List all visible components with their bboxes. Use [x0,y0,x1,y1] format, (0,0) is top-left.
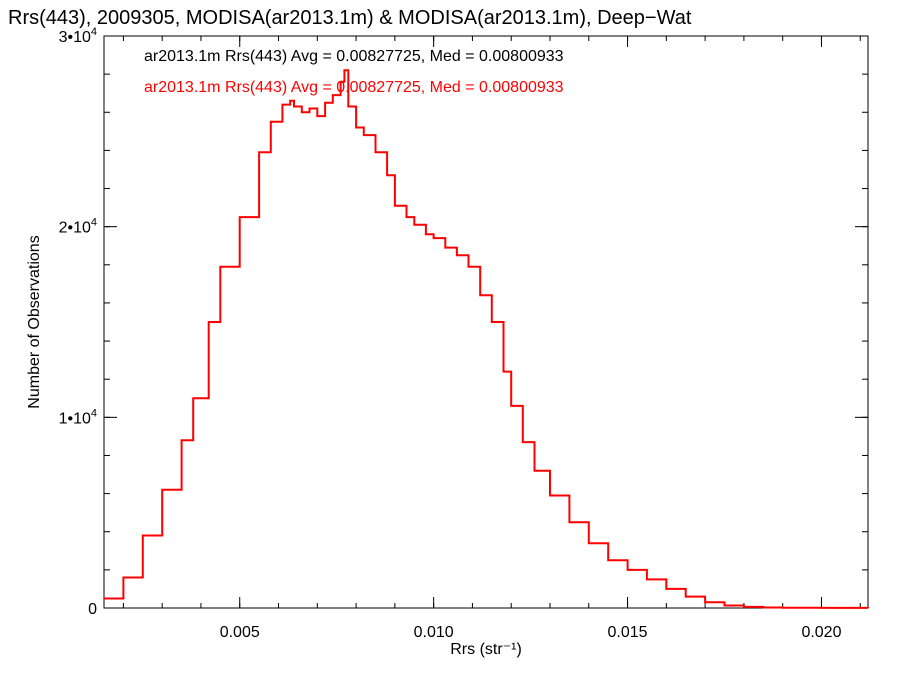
x-tick-label: 0.005 [220,624,260,641]
y-axis-label: Number of Observations [26,235,43,408]
x-axis: 0.005 0.010 0.015 0.020 [122,36,861,641]
plot-frame [103,35,869,609]
y-axis: 0 1•104 2•104 3•104 [59,26,868,618]
series-line [104,69,869,609]
y-tick-label: 3•104 [59,26,97,46]
legend-entry-black: ar2013.1m Rrs(443) Avg = 0.00827725, Med… [144,48,564,65]
y-tick-label: 2•104 [59,217,97,237]
x-axis-label: Rrs (str⁻¹) [450,641,522,658]
x-tick-label: 0.020 [801,624,841,641]
y-tick-label: 1•104 [59,407,97,427]
x-tick-label: 0.015 [608,624,648,641]
y-tick-label: 0 [88,601,97,618]
chart-title: Rrs(443), 2009305, MODISA(ar2013.1m) & M… [8,7,692,29]
x-tick-label: 0.010 [414,624,454,641]
legend-entry-red: ar2013.1m Rrs(443) Avg = 0.00827725, Med… [144,79,564,96]
